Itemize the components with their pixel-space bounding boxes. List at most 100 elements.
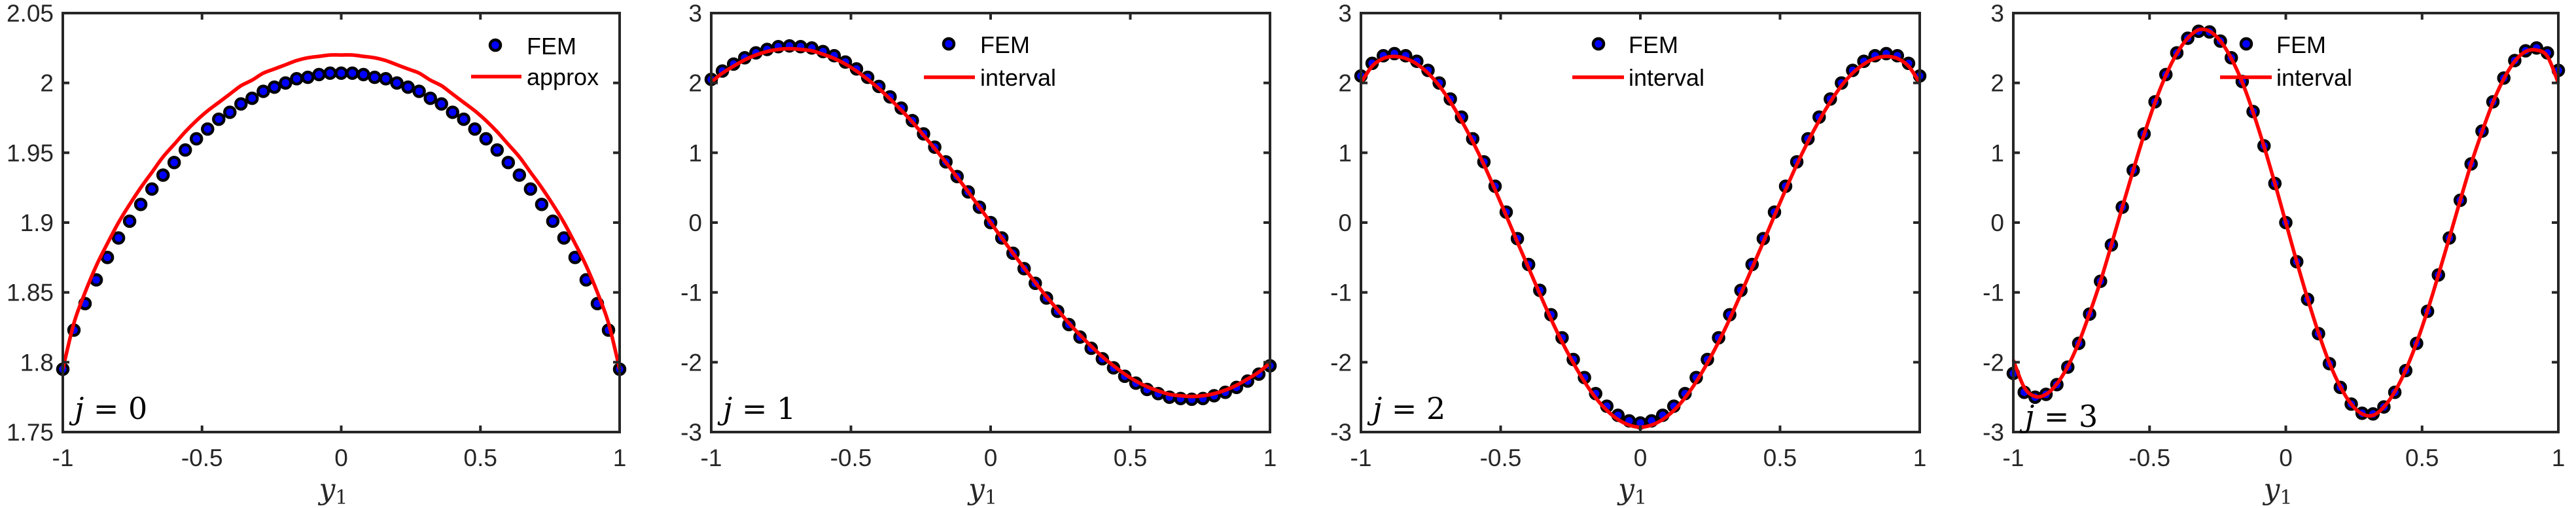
fem-data-point bbox=[345, 66, 359, 80]
legend: FEM interval bbox=[924, 31, 1056, 91]
fem-data-point bbox=[512, 168, 527, 182]
x-axis-label: y1 bbox=[1617, 473, 1647, 508]
plot-area bbox=[2006, 24, 2566, 421]
fem-data-point bbox=[245, 91, 259, 105]
fem-data-point bbox=[523, 182, 538, 196]
x-tick-label: 0.5 bbox=[1763, 444, 1797, 471]
legend: FEM interval bbox=[1572, 31, 1704, 91]
panel-annotation: j = 0 bbox=[69, 391, 147, 426]
panel-annotation: j = 1 bbox=[717, 391, 796, 426]
fem-data-point bbox=[535, 198, 549, 211]
x-tick-label: -0.5 bbox=[830, 444, 872, 471]
fem-data-point bbox=[412, 84, 426, 98]
x-tick-label: -1 bbox=[52, 444, 74, 471]
fem-data-point bbox=[212, 112, 226, 126]
fem-data-point bbox=[490, 143, 504, 157]
y-tick-label: 3 bbox=[1338, 0, 1352, 27]
legend-marker-icon bbox=[1591, 37, 1606, 51]
x-tick-label: -1 bbox=[701, 444, 722, 471]
legend-label-fem: FEM bbox=[527, 33, 576, 60]
x-axis-label: y1 bbox=[318, 473, 348, 508]
subplot-4: -1 -0.5 0 0.5 1 -3 -2 -1 0 1 2 3 y1 j = 3 FEM interval bbox=[1983, 0, 2565, 508]
legend: FEM interval bbox=[2220, 31, 2352, 91]
y-tick-label: -1 bbox=[680, 280, 702, 306]
legend-marker-icon bbox=[488, 38, 503, 52]
fem-data-point bbox=[368, 70, 381, 84]
y-tick-label: 1.95 bbox=[7, 139, 54, 166]
y-tick-label: -3 bbox=[1330, 419, 1352, 446]
fem-data-point bbox=[468, 122, 482, 136]
panel-annotation: j = 3 bbox=[2019, 399, 2098, 434]
x-tick-label: 0 bbox=[984, 444, 998, 471]
fem-data-point bbox=[379, 72, 393, 86]
subplot-1: -1 -0.5 0 0.5 1 1.75 1.8 1.85 1.9 1.95 2 2.05 y1 j = … bbox=[7, 0, 626, 508]
y-tick-label: -1 bbox=[1983, 280, 2004, 306]
y-tick-label: 3 bbox=[688, 0, 702, 27]
fem-data-point bbox=[122, 214, 137, 228]
y-tick-label: 2 bbox=[1990, 70, 2004, 97]
y-tick-label: 0 bbox=[688, 209, 702, 236]
y-tick-label: 0 bbox=[1338, 209, 1352, 236]
x-tick-label: -0.5 bbox=[2128, 444, 2170, 471]
fem-data-point bbox=[256, 84, 270, 98]
interval-curve bbox=[1359, 54, 1922, 429]
y-tick-label: -2 bbox=[1983, 349, 2004, 376]
fem-data-point bbox=[167, 156, 181, 170]
x-tick-label: 0.5 bbox=[1114, 444, 1147, 471]
subplot-2: -1 -0.5 0 0.5 1 -3 -2 -1 0 1 2 3 y1 j = 1 FEM interval bbox=[680, 0, 1277, 508]
x-tick-label: 0.5 bbox=[2405, 444, 2439, 471]
x-tick-label: 0 bbox=[1634, 444, 1648, 471]
x-tick-label: -0.5 bbox=[1480, 444, 1522, 471]
legend-label-approx: approx bbox=[527, 64, 599, 90]
fem-data-point bbox=[156, 168, 170, 182]
fem-data-point bbox=[234, 97, 248, 111]
x-axis-label-subscript: 1 bbox=[1634, 486, 1647, 508]
legend: FEM approx bbox=[471, 33, 599, 90]
x-tick-label: 1 bbox=[2552, 444, 2566, 471]
x-axis-label: y1 bbox=[2263, 473, 2293, 508]
fem-data-point bbox=[133, 198, 148, 211]
fem-data-point bbox=[446, 105, 459, 119]
plot-area bbox=[56, 53, 627, 376]
plot-area bbox=[704, 39, 1277, 407]
y-tick-label: 1.75 bbox=[7, 419, 54, 446]
legend-marker-icon bbox=[2239, 37, 2253, 51]
fem-data-point bbox=[268, 80, 281, 94]
fem-data-point bbox=[312, 67, 326, 82]
y-tick-label: -3 bbox=[680, 419, 702, 446]
interval-curve bbox=[2011, 27, 2560, 418]
fem-data-point bbox=[501, 156, 516, 170]
y-tick-label: 2 bbox=[688, 70, 702, 97]
x-tick-label: -1 bbox=[1350, 444, 1372, 471]
y-tick-label: -1 bbox=[1330, 280, 1352, 306]
legend-label-fem: FEM bbox=[980, 31, 1030, 58]
fem-data-point bbox=[457, 112, 470, 126]
x-tick-label: 1 bbox=[1913, 444, 1927, 471]
y-tick-label: -2 bbox=[680, 349, 702, 376]
legend-label-interval: interval bbox=[2276, 64, 2352, 91]
legend-label-fem: FEM bbox=[1629, 31, 1678, 58]
y-tick-label: 1 bbox=[1338, 139, 1352, 166]
fem-markers bbox=[1354, 46, 1927, 430]
fem-markers bbox=[56, 66, 627, 376]
legend-label-fem: FEM bbox=[2276, 31, 2326, 58]
y-tick-label: 1.9 bbox=[20, 209, 54, 236]
plot-area bbox=[1354, 46, 1927, 430]
x-axis-label-subscript: 1 bbox=[985, 486, 997, 508]
x-tick-label: -1 bbox=[2003, 444, 2024, 471]
x-axis-label-subscript: 1 bbox=[335, 486, 347, 508]
subplot-3: -1 -0.5 0 0.5 1 -3 -2 -1 0 1 2 3 y1 j = 2 FEM interval bbox=[1330, 0, 1926, 508]
fem-data-point bbox=[223, 105, 237, 119]
x-axis-label: y1 bbox=[967, 473, 997, 508]
x-tick-label: 0 bbox=[334, 444, 348, 471]
fem-data-point bbox=[546, 214, 560, 228]
fem-data-point bbox=[334, 66, 348, 80]
x-tick-label: 0.5 bbox=[464, 444, 497, 471]
fem-data-point bbox=[401, 80, 415, 94]
y-tick-label: 1.85 bbox=[7, 280, 54, 306]
fem-data-point bbox=[557, 231, 571, 245]
fem-data-point bbox=[290, 72, 304, 86]
y-tick-label: 1 bbox=[1990, 139, 2004, 166]
panel-annotation: j = 2 bbox=[1367, 391, 1445, 426]
x-axis-label-subscript: 1 bbox=[2280, 486, 2292, 508]
